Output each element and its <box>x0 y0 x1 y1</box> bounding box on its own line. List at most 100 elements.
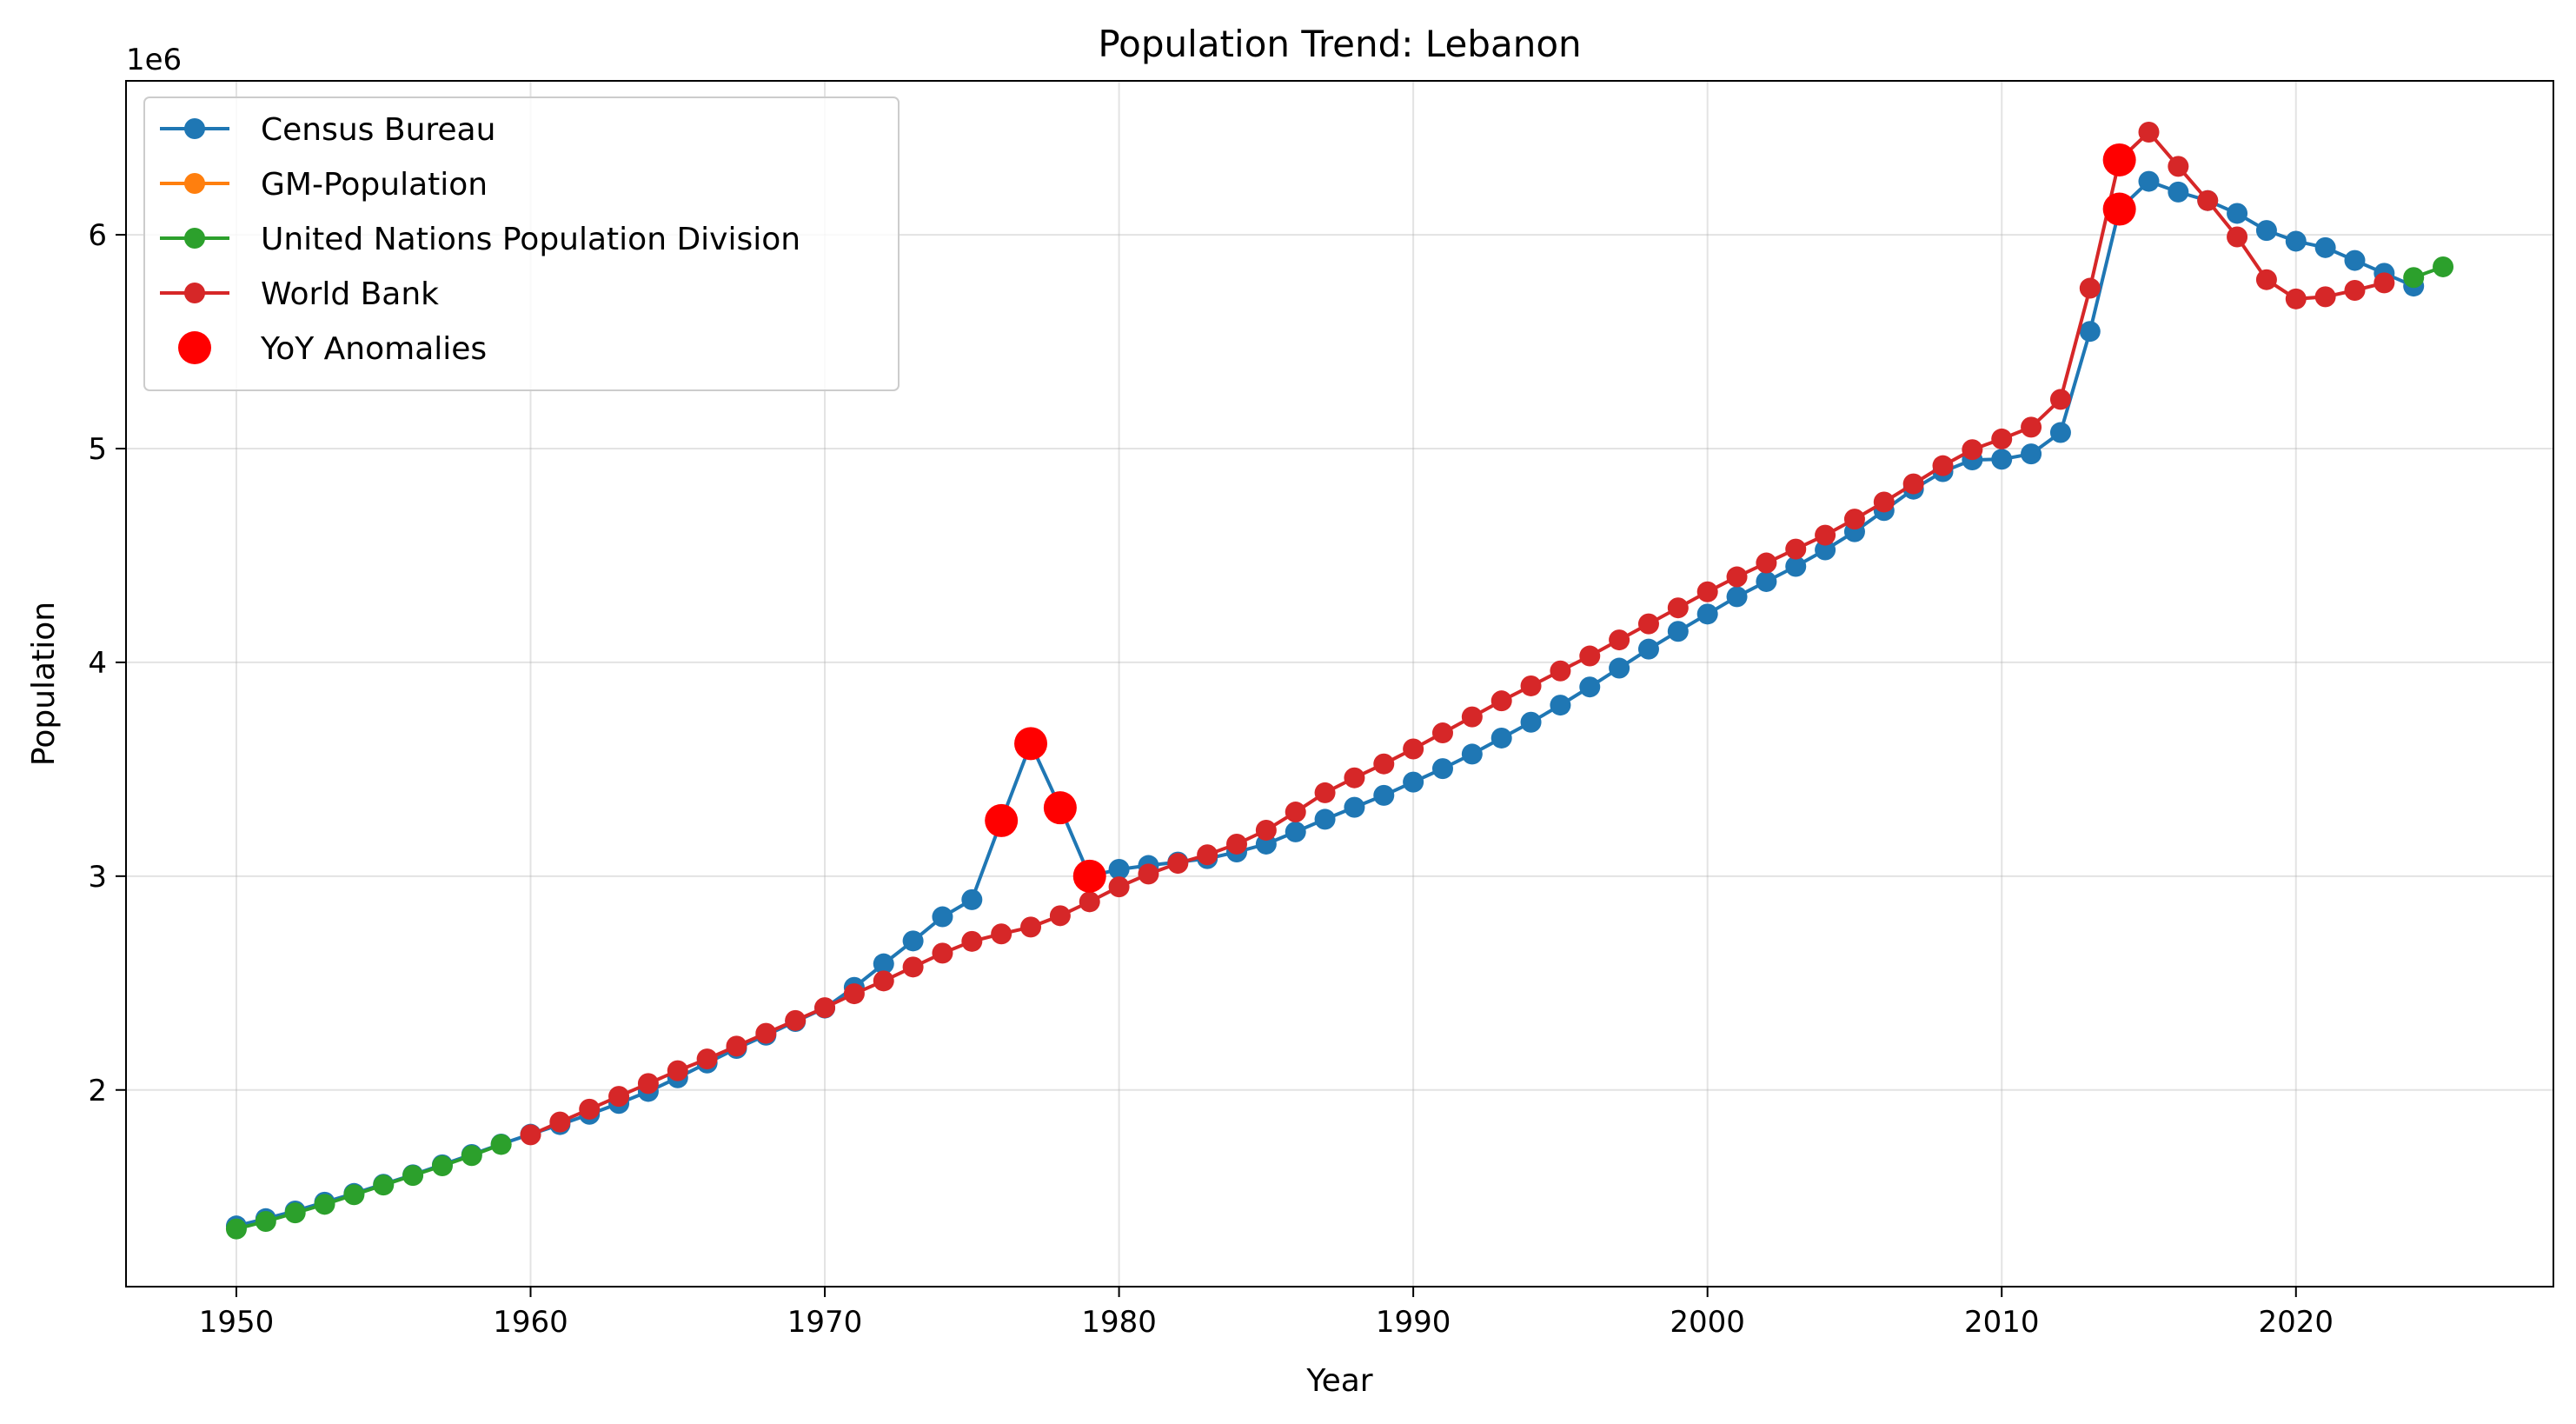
world-bank-point <box>814 997 836 1019</box>
y-tick-label: 2 <box>88 1074 107 1108</box>
world-bank-point <box>2197 190 2219 211</box>
census-bureau-point <box>1403 771 1424 793</box>
y-tick-label: 3 <box>88 860 107 895</box>
united-nations-population-division-point <box>284 1202 306 1224</box>
census-bureau-point <box>2227 203 2248 224</box>
y-offset-label: 1e6 <box>126 43 182 77</box>
plot-frame <box>125 80 2554 1288</box>
world-bank-point <box>1138 863 1159 885</box>
legend: Census Bureau GM-Population United Nations… <box>143 96 900 391</box>
world-bank-point <box>1344 767 1365 789</box>
world-bank-point <box>1667 597 1689 619</box>
world-bank-point <box>1550 660 1571 682</box>
census-bureau-point <box>932 906 953 928</box>
world-bank-point <box>755 1022 777 1044</box>
united-nations-population-division-point <box>490 1134 512 1155</box>
census-bureau-point <box>2079 321 2101 343</box>
world-bank-point <box>1373 753 1395 775</box>
y-axis-label: Population <box>26 602 62 766</box>
census-bureau-point <box>1637 638 1659 660</box>
census-bureau-point <box>2168 181 2189 203</box>
world-bank-point <box>991 923 1012 945</box>
united-nations-population-division-line <box>236 1142 502 1231</box>
world-bank-point <box>1785 538 1807 560</box>
world-bank-point <box>726 1035 747 1057</box>
world-bank-point <box>667 1060 688 1081</box>
world-bank-point <box>2344 280 2366 302</box>
y-tick-label: 4 <box>88 646 107 681</box>
census-bureau-point <box>1579 676 1601 698</box>
world-bank-point <box>2314 286 2336 308</box>
united-nations-population-division-point <box>314 1194 335 1215</box>
x-tick-label: 2010 <box>1964 1305 2040 1340</box>
world-bank-point <box>2227 226 2248 248</box>
census-bureau-point <box>1785 556 1807 577</box>
world-bank-point <box>1403 738 1424 760</box>
world-bank-point <box>2168 156 2189 177</box>
world-bank-point <box>843 983 865 1005</box>
world-bank-point <box>696 1048 718 1070</box>
world-bank-point <box>1490 690 1512 712</box>
anomaly-point <box>1014 727 1048 761</box>
world-bank-point <box>961 930 983 952</box>
census-bureau-point <box>2344 250 2366 271</box>
world-bank-point <box>1255 819 1277 841</box>
world-bank-point <box>1991 428 2013 449</box>
world-bank-point <box>2021 416 2042 438</box>
census-bureau-point <box>2049 422 2071 443</box>
world-bank-point <box>1020 916 1042 938</box>
legend-label: Census Bureau <box>261 112 495 148</box>
census-bureau-point <box>1550 695 1571 716</box>
world-bank-point <box>549 1111 571 1133</box>
x-tick-label: 1970 <box>787 1305 863 1340</box>
census-bureau-point <box>1520 711 1542 733</box>
united-nations-population-division-point <box>431 1155 453 1177</box>
census-bureau-point <box>1726 586 1748 608</box>
world-bank-point <box>1520 675 1542 696</box>
legend-marker <box>184 228 205 249</box>
world-bank-point <box>2138 122 2160 143</box>
y-tick-label: 6 <box>88 218 107 253</box>
census-bureau-point <box>2314 236 2336 258</box>
legend-box <box>143 96 900 391</box>
world-bank-point <box>1579 645 1601 667</box>
legend-label: United Nations Population Division <box>261 222 800 257</box>
anomaly-point <box>1072 859 1106 893</box>
world-bank-point <box>637 1073 659 1095</box>
census-bureau-point <box>1373 784 1395 806</box>
united-nations-population-division-point <box>402 1165 424 1187</box>
census-bureau-point <box>1314 808 1336 830</box>
world-bank-point <box>1461 706 1483 728</box>
world-bank-point <box>1049 905 1071 927</box>
world-bank-point <box>1108 876 1130 898</box>
census-bureau-point <box>1431 758 1453 780</box>
census-bureau-point <box>1815 539 1836 561</box>
census-bureau-point <box>1108 858 1130 880</box>
series-layer <box>225 122 2454 1240</box>
x-axis-ticks: 1950 1960 1970 1980 1990 2000 2010 2020 <box>199 1287 2334 1340</box>
world-bank-point <box>1197 844 1218 866</box>
united-nations-population-division-point <box>343 1184 365 1206</box>
world-bank-point <box>932 942 953 964</box>
census-bureau-point <box>902 930 924 952</box>
x-tick-label: 1950 <box>199 1305 275 1340</box>
census-bureau-point <box>961 888 983 910</box>
world-bank-point <box>2049 389 2071 410</box>
world-bank-point <box>1902 473 1924 495</box>
census-bureau-point <box>2255 220 2277 242</box>
world-bank-point <box>2285 288 2307 309</box>
united-nations-population-division-point <box>2433 256 2454 277</box>
legend-marker <box>184 283 205 303</box>
census-bureau-point <box>1461 743 1483 765</box>
world-bank-point <box>2374 272 2395 294</box>
chart-title: Population Trend: Lebanon <box>1098 23 1581 65</box>
census-bureau-point <box>1696 603 1718 625</box>
united-nations-population-division-point <box>461 1145 482 1167</box>
world-bank-point <box>1609 629 1630 651</box>
world-bank-point <box>902 956 924 978</box>
world-bank-point <box>2079 277 2101 299</box>
world-bank-point <box>1843 509 1865 530</box>
world-bank-point <box>1726 566 1748 588</box>
world-bank-point <box>1226 833 1248 855</box>
